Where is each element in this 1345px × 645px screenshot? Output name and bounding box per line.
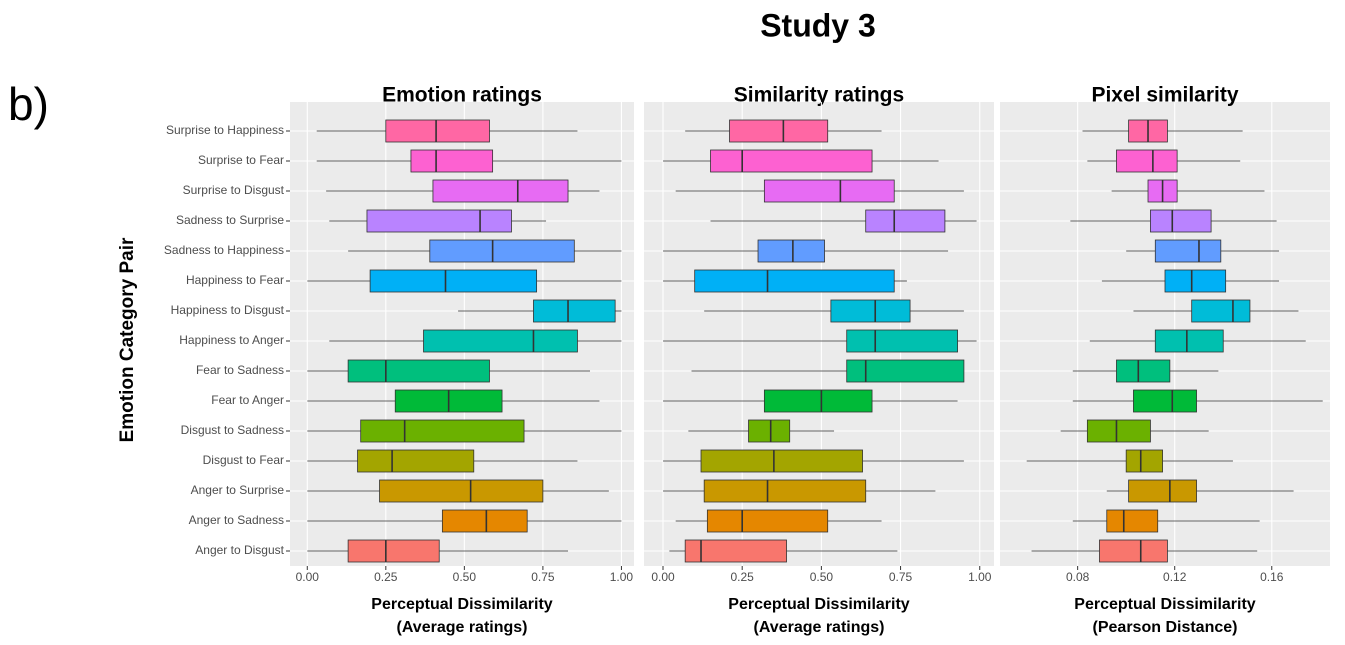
box	[710, 149, 873, 173]
x-tick-label: 0.08	[1066, 570, 1090, 584]
box	[369, 269, 538, 293]
y-tick-label: Anger to Sadness	[189, 513, 284, 527]
y-tick-label: Happiness to Anger	[179, 333, 284, 347]
box	[1133, 389, 1197, 413]
x-tick-label: 0.50	[810, 570, 834, 584]
y-tick-label: Surprise to Fear	[198, 153, 284, 167]
box	[1106, 509, 1159, 533]
box	[757, 239, 825, 263]
y-tick-label: Sadness to Surprise	[176, 213, 284, 227]
y-tick-label: Surprise to Disgust	[183, 183, 285, 197]
x-tick-label: 1.00	[968, 570, 992, 584]
box	[441, 509, 528, 533]
box	[865, 209, 946, 233]
panel-label: b)	[8, 78, 49, 130]
box	[360, 419, 525, 443]
box	[706, 509, 829, 533]
x-tick-label: 0.00	[651, 570, 675, 584]
box	[379, 479, 544, 503]
box	[1150, 209, 1212, 233]
box	[347, 359, 490, 383]
y-tick-label: Anger to Disgust	[195, 543, 284, 557]
box	[763, 389, 873, 413]
box	[703, 479, 867, 503]
box	[684, 539, 787, 563]
x-tick-label: 0.50	[453, 570, 477, 584]
x-tick-label: 0.16	[1260, 570, 1284, 584]
box	[432, 179, 569, 203]
box	[347, 539, 440, 563]
box	[748, 419, 791, 443]
box	[366, 209, 512, 233]
x-tick-label: 0.25	[374, 570, 398, 584]
y-tick-label: Happiness to Disgust	[171, 303, 285, 317]
box	[1154, 329, 1224, 353]
box	[1099, 539, 1168, 563]
panel-title: Pixel similarity	[1091, 84, 1238, 107]
box	[1086, 419, 1151, 443]
box	[830, 299, 911, 323]
x-tick-label: 0.25	[731, 570, 755, 584]
box	[1154, 239, 1222, 263]
x-axis-label: (Average ratings)	[754, 619, 885, 636]
x-tick-label: 0.00	[296, 570, 320, 584]
box	[1116, 149, 1178, 173]
box	[694, 269, 895, 293]
box	[429, 239, 575, 263]
box	[1164, 269, 1227, 293]
y-axis-label: Emotion Category Pair	[117, 237, 138, 442]
x-axis-label: (Average ratings)	[397, 619, 528, 636]
y-tick-label: Happiness to Fear	[186, 273, 284, 287]
x-tick-label: 1.00	[610, 570, 634, 584]
box	[846, 329, 958, 353]
x-tick-label: 0.75	[531, 570, 555, 584]
box	[385, 119, 490, 143]
y-tick-label: Surprise to Happiness	[166, 123, 284, 137]
box	[533, 299, 616, 323]
y-tick-label: Anger to Surprise	[191, 483, 285, 497]
figure-title: Study 3	[760, 7, 876, 43]
panel-title: Emotion ratings	[382, 84, 542, 107]
box	[423, 329, 578, 353]
box	[410, 149, 494, 173]
box	[700, 449, 863, 473]
box	[1128, 479, 1197, 503]
x-tick-label: 0.75	[889, 570, 913, 584]
box	[1125, 449, 1163, 473]
x-axis-label: Perceptual Dissimilarity	[728, 596, 910, 613]
x-axis-label: Perceptual Dissimilarity	[1074, 596, 1256, 613]
box	[729, 119, 829, 143]
x-axis-label: Perceptual Dissimilarity	[371, 596, 553, 613]
y-tick-label: Disgust to Fear	[203, 453, 284, 467]
box	[846, 359, 965, 383]
x-tick-label: 0.12	[1163, 570, 1187, 584]
y-tick-label: Fear to Anger	[211, 393, 284, 407]
y-tick-label: Fear to Sadness	[196, 363, 284, 377]
box	[357, 449, 475, 473]
box	[1116, 359, 1171, 383]
box	[1191, 299, 1251, 323]
y-tick-label: Sadness to Happiness	[164, 243, 284, 257]
y-tick-label: Disgust to Sadness	[181, 423, 284, 437]
panel-title: Similarity ratings	[734, 84, 904, 107]
x-axis-label: (Pearson Distance)	[1093, 619, 1238, 636]
box	[763, 179, 895, 203]
